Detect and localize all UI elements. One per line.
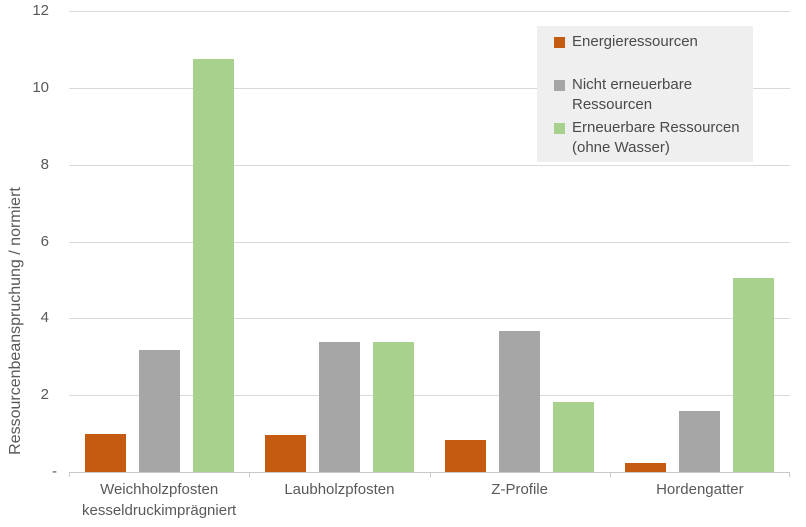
y-tick-label: 8	[40, 155, 49, 173]
legend-swatch-icon	[554, 123, 565, 134]
bar	[733, 277, 775, 472]
y-tick-label: 4	[40, 309, 49, 327]
legend-item-label: Energieressourcen	[572, 33, 698, 50]
legend-item: Energieressourcen	[554, 32, 745, 52]
bar	[84, 433, 126, 472]
x-axis-category-labels: Weichholzpfosten kesseldruckimprägniert L…	[69, 479, 790, 521]
y-axis-tick-labels: 12 10 8 6 4 2 -	[0, 2, 57, 480]
bar	[372, 342, 414, 472]
x-axis-tick	[69, 472, 70, 477]
legend-swatch-icon	[554, 80, 565, 91]
y-tick-label: 12	[32, 2, 49, 19]
legend-item: Erneuerbare Ressourcen (ohne Wasser)	[554, 118, 745, 158]
bar	[192, 59, 234, 472]
plot-area	[69, 11, 790, 477]
bar	[138, 349, 180, 472]
legend-item-label: Erneuerbare Ressourcen (ohne Wasser)	[572, 119, 740, 156]
gridline	[69, 318, 790, 320]
bar	[318, 342, 360, 472]
bar	[679, 411, 721, 472]
gridline	[69, 241, 790, 243]
y-tick-label: 6	[40, 232, 49, 250]
legend-item: Nicht erneuerbare Ressourcen	[554, 75, 745, 115]
x-axis-tick	[789, 472, 790, 477]
legend: Energieressourcen Nicht erneuerbare Resso…	[537, 26, 753, 162]
category-label: Z-Profile	[491, 481, 548, 498]
category-label: Weichholzpfosten kesseldruckimprägniert	[82, 481, 237, 519]
bar	[264, 434, 306, 472]
y-tick-label: -	[52, 463, 57, 480]
gridline	[69, 395, 790, 397]
y-tick-label: 10	[32, 78, 49, 96]
bar	[553, 402, 595, 472]
bar	[625, 462, 667, 472]
category-label: Laubholzpfosten	[284, 481, 395, 498]
gridline	[69, 87, 790, 89]
legend-swatch-icon	[554, 37, 565, 48]
y-tick-label: 2	[40, 386, 49, 404]
legend-item-label: Nicht erneuerbare Ressourcen	[572, 76, 693, 113]
category-label: Hordengatter	[656, 481, 744, 498]
x-axis-tick	[429, 472, 431, 477]
bar	[445, 439, 487, 472]
bar	[499, 330, 541, 472]
x-axis-tick	[249, 472, 251, 477]
gridline	[69, 11, 790, 12]
x-axis-tick	[609, 472, 611, 477]
gridline	[69, 164, 790, 166]
